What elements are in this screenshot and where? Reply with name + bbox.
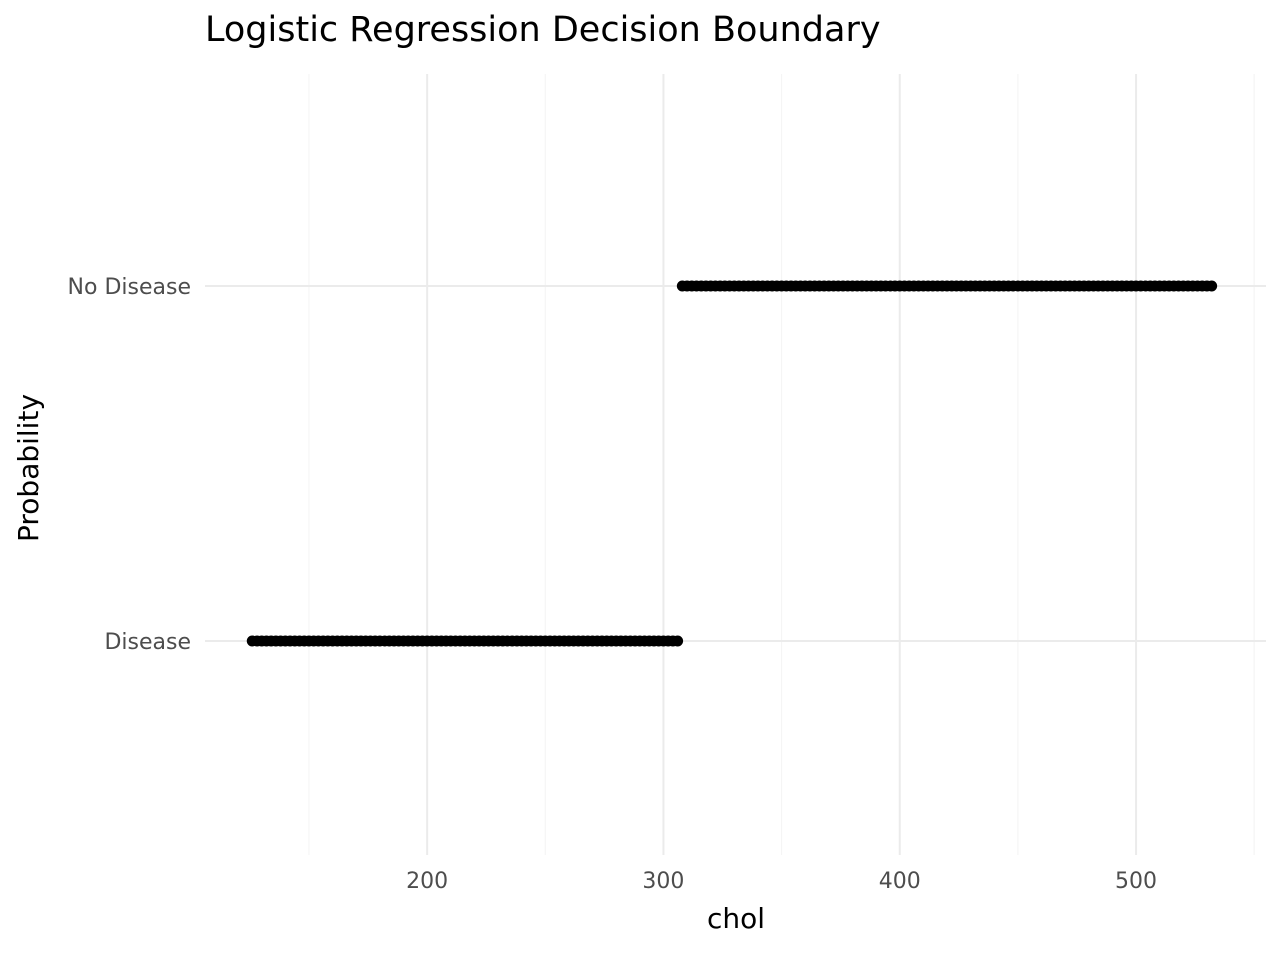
x-tick-label: 200: [406, 869, 448, 894]
y-axis-title: Probability: [12, 394, 45, 542]
data-points: [246, 280, 1218, 647]
x-axis-title: chol: [707, 902, 765, 935]
x-axis-tick-labels: 200 300 400 500: [406, 869, 1157, 894]
x-tick-label: 500: [1115, 869, 1157, 894]
data-point: [1206, 280, 1218, 292]
x-tick-label: 300: [642, 869, 684, 894]
y-tick-label: No Disease: [68, 275, 191, 300]
y-axis-tick-labels: Disease No Disease: [68, 275, 191, 655]
y-tick-label: Disease: [104, 630, 191, 655]
data-point: [672, 635, 684, 647]
x-tick-label: 400: [879, 869, 921, 894]
major-gridlines: [205, 74, 1266, 855]
minor-gridlines: [308, 74, 1255, 855]
chart-title: Logistic Regression Decision Boundary: [205, 10, 881, 50]
